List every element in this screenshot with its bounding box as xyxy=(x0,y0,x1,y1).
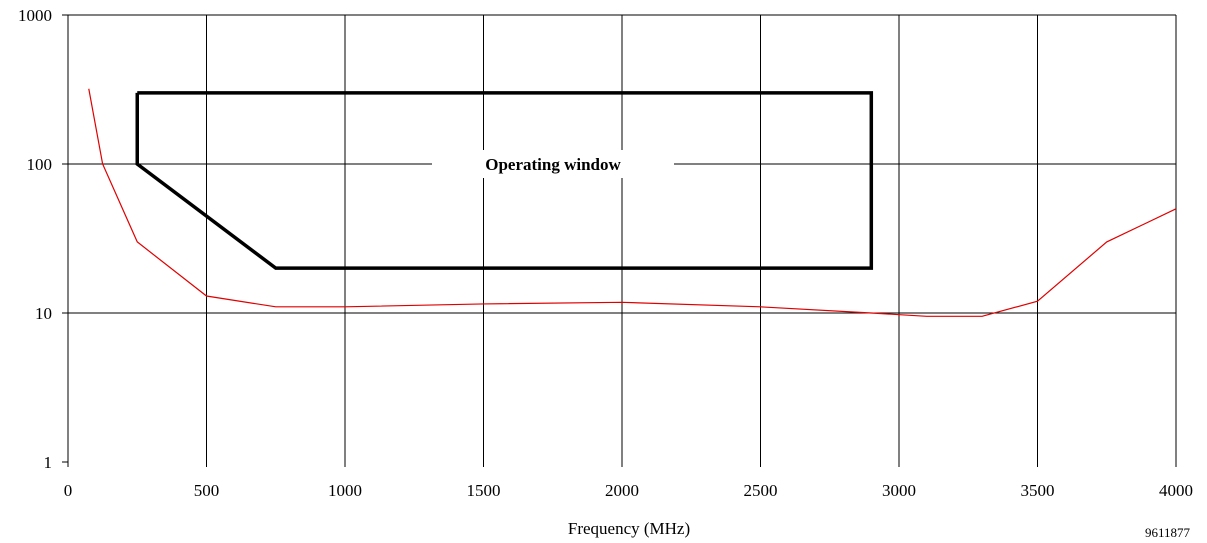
y-tick-label: 1 xyxy=(44,453,53,472)
x-tick-label: 3500 xyxy=(1021,481,1055,500)
x-axis-label: Frequency (MHz) xyxy=(568,519,690,538)
series-line xyxy=(88,88,1177,317)
operating-window-label: Operating window xyxy=(485,155,621,174)
x-tick-label: 4000 xyxy=(1159,481,1193,500)
y-tick-label: 10 xyxy=(35,304,52,323)
operating-window-label-bg xyxy=(432,150,674,178)
x-tick-label: 2000 xyxy=(605,481,639,500)
x-tick-label: 3000 xyxy=(882,481,916,500)
x-tick-label: 2500 xyxy=(744,481,778,500)
y-tick-label: 1000 xyxy=(18,6,52,25)
x-tick-label: 0 xyxy=(64,481,73,500)
data-series xyxy=(88,88,1177,317)
operating-window-outline xyxy=(135,91,874,270)
x-tick-label: 1000 xyxy=(328,481,362,500)
tick-labels: 0 500 1000 1500 2000 2500 3000 3500 4000 1 10 100 10… xyxy=(18,6,1193,500)
grid xyxy=(62,14,1177,467)
operating-window: Operating window xyxy=(135,91,874,270)
x-tick-label: 500 xyxy=(194,481,220,500)
x-tick-label: 1500 xyxy=(467,481,501,500)
y-tick-label: 100 xyxy=(27,155,53,174)
figure-id: 9611877 xyxy=(1145,525,1191,540)
